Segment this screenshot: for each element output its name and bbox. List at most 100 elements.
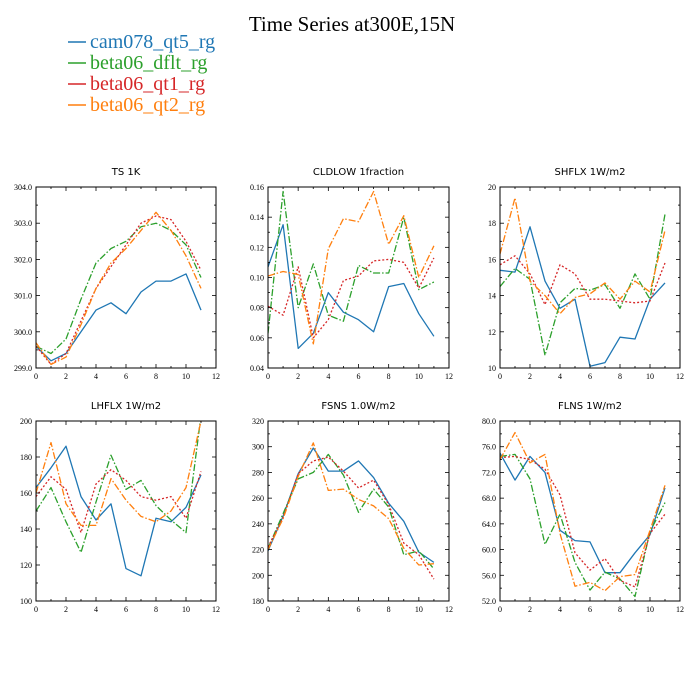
x-tick-label: 8 — [618, 605, 622, 614]
x-tick-label: 0 — [266, 605, 270, 614]
series-line-cam078_qt5_rg — [500, 452, 666, 574]
series-group — [500, 431, 666, 598]
x-tick-label: 12 — [212, 372, 220, 381]
x-tick-label: 10 — [415, 372, 423, 381]
series-line-beta06_dflt_rg — [500, 214, 666, 356]
y-tick-label: 300 — [252, 443, 264, 452]
y-tick-label: 120 — [20, 561, 32, 570]
y-tick-label: 160 — [20, 489, 32, 498]
x-tick-label: 0 — [498, 372, 502, 381]
x-tick-label: 2 — [296, 605, 300, 614]
x-tick-label: 10 — [646, 605, 654, 614]
series-line-beta06_qt1_rg — [36, 468, 202, 534]
x-tick-label: 12 — [445, 372, 453, 381]
x-tick-label: 8 — [154, 605, 158, 614]
y-tick-label: 16 — [488, 255, 496, 264]
legend-label: beta06_qt2_rg — [90, 94, 205, 116]
y-tick-label: 0.14 — [250, 213, 264, 222]
y-tick-label: 14 — [488, 292, 496, 301]
series-group — [268, 442, 435, 580]
x-tick-label: 6 — [357, 372, 361, 381]
figure-title: Time Series at300E,15N — [249, 12, 455, 36]
chart-panel: SHFLX 1W/m2 0 2 4 6 8 10 12 10 12 14 16 18 20 — [488, 167, 684, 381]
series-line-cam078_qt5_rg — [36, 445, 202, 577]
y-tick-label: 304.0 — [14, 183, 32, 192]
y-tick-label: 76.0 — [482, 443, 496, 452]
y-tick-label: 0.10 — [250, 274, 264, 283]
y-tick-label: 0.08 — [250, 304, 264, 313]
panels: TS 1K 0 2 4 6 8 10 12 299.0 300.0 301.0 302.0 303.0 3… — [14, 167, 684, 614]
legend-label: beta06_qt1_rg — [90, 73, 205, 95]
series-line-beta06_qt2_rg — [500, 431, 666, 592]
y-tick-label: 52.0 — [482, 597, 496, 606]
y-tick-label: 260 — [252, 494, 264, 503]
x-tick-label: 0 — [34, 605, 38, 614]
legend-label: cam078_qt5_rg — [90, 31, 215, 53]
y-tick-label: 20 — [488, 183, 496, 192]
x-tick-label: 4 — [558, 372, 562, 381]
panel-title: CLDLOW 1fraction — [313, 167, 404, 178]
series-line-beta06_dflt_rg — [268, 190, 435, 334]
y-tick-label: 301.0 — [14, 292, 32, 301]
x-tick-label: 12 — [676, 372, 684, 381]
x-tick-label: 6 — [588, 605, 592, 614]
x-tick-label: 10 — [182, 372, 190, 381]
series-line-beta06_qt1_rg — [36, 215, 202, 366]
x-tick-label: 10 — [646, 372, 654, 381]
y-tick-label: 200 — [20, 417, 32, 426]
series-line-beta06_qt1_rg — [268, 456, 435, 580]
y-tick-label: 60.0 — [482, 546, 496, 555]
chart-panel: TS 1K 0 2 4 6 8 10 12 299.0 300.0 301.0 302.0 303.0 3… — [14, 167, 220, 381]
y-tick-label: 300.0 — [14, 328, 32, 337]
series-group — [500, 197, 666, 367]
series-line-cam078_qt5_rg — [500, 226, 666, 367]
x-tick-label: 0 — [498, 605, 502, 614]
x-tick-label: 6 — [357, 605, 361, 614]
y-tick-label: 0.06 — [250, 334, 264, 343]
panel-title: FLNS 1W/m2 — [558, 401, 622, 412]
x-tick-label: 2 — [528, 605, 532, 614]
x-tick-label: 4 — [326, 372, 330, 381]
series-line-beta06_qt2_rg — [268, 442, 434, 566]
series-group — [36, 421, 202, 577]
panel-title: LHFLX 1W/m2 — [91, 401, 161, 412]
y-tick-label: 0.16 — [250, 183, 264, 192]
chart-panel: LHFLX 1W/m2 0 2 4 6 8 10 12 100 120 140 160 180 200 — [20, 401, 220, 614]
x-tick-label: 12 — [445, 605, 453, 614]
y-tick-label: 10 — [488, 364, 496, 373]
x-tick-label: 2 — [64, 605, 68, 614]
y-tick-label: 200 — [252, 571, 264, 580]
x-tick-label: 8 — [387, 372, 391, 381]
chart-panel: CLDLOW 1fraction 0 2 4 6 8 10 12 0.04 0.06 0.08 0.1… — [250, 167, 453, 381]
x-tick-label: 2 — [528, 372, 532, 381]
x-tick-label: 10 — [182, 605, 190, 614]
series-line-cam078_qt5_rg — [268, 447, 435, 563]
x-tick-label: 2 — [64, 372, 68, 381]
x-tick-label: 0 — [266, 372, 270, 381]
x-tick-label: 0 — [34, 372, 38, 381]
y-tick-label: 303.0 — [14, 219, 32, 228]
y-tick-label: 68.0 — [482, 494, 496, 503]
y-tick-label: 100 — [20, 597, 32, 606]
x-tick-label: 4 — [94, 605, 98, 614]
y-tick-label: 220 — [252, 546, 264, 555]
panel-title: TS 1K — [111, 167, 141, 178]
y-tick-label: 280 — [252, 468, 264, 477]
x-tick-label: 12 — [676, 605, 684, 614]
series-line-beta06_dflt_rg — [36, 421, 201, 554]
y-tick-label: 140 — [20, 525, 32, 534]
series-line-beta06_qt2_rg — [500, 197, 666, 315]
legend-label: beta06_dflt_rg — [90, 52, 207, 74]
y-tick-label: 180 — [252, 597, 264, 606]
x-tick-label: 4 — [558, 605, 562, 614]
series-line-beta06_dflt_rg — [268, 453, 435, 570]
x-tick-label: 8 — [618, 372, 622, 381]
series-group — [36, 211, 202, 366]
y-tick-label: 320 — [252, 417, 264, 426]
series-line-beta06_dflt_rg — [36, 222, 202, 355]
series-line-beta06_qt2_rg — [36, 421, 202, 527]
x-tick-label: 4 — [326, 605, 330, 614]
series-group — [268, 190, 435, 350]
y-tick-label: 0.04 — [250, 364, 264, 373]
